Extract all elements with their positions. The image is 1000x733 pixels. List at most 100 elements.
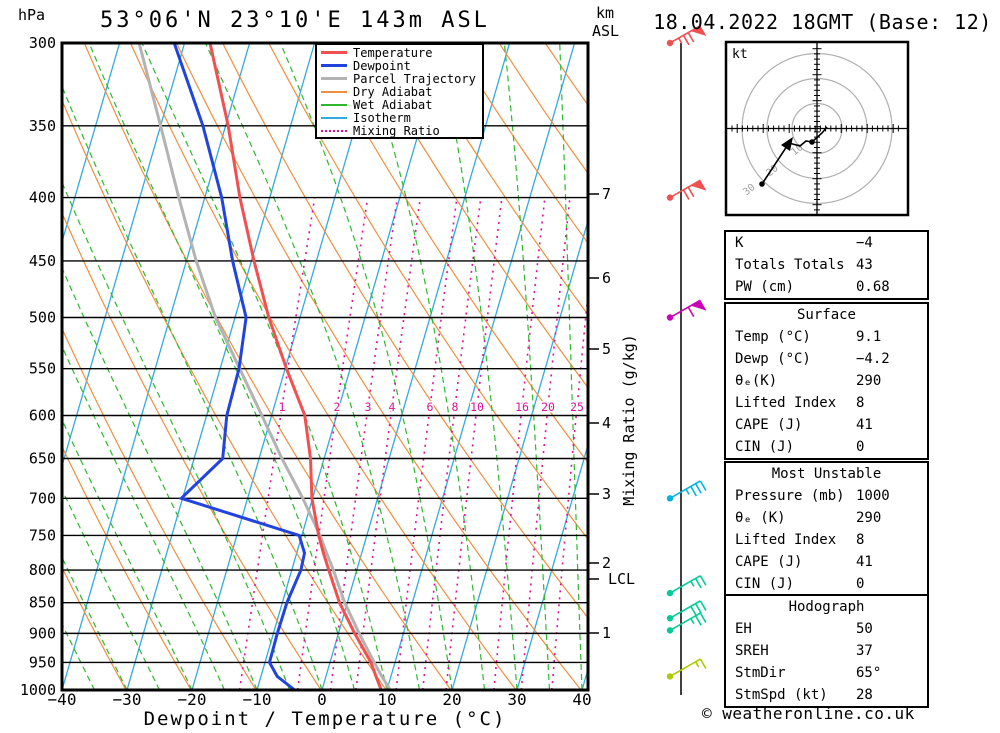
legend-item: Temperature xyxy=(321,46,482,60)
indices-table: Surface Temp (°C) 9.1 Dewp (°C) −4.2 θₑ(K) 290… xyxy=(724,302,929,460)
temp-tick-label: 40 xyxy=(572,690,591,709)
temperature-curve xyxy=(208,43,383,690)
wet-adiabat-line xyxy=(279,43,453,690)
wet-adiabat-line xyxy=(0,20,30,690)
pressure-tick-label: 850 xyxy=(29,594,56,612)
isotherm-line xyxy=(62,43,186,469)
wind-barb-feather xyxy=(699,600,707,611)
wind-barb xyxy=(666,299,707,321)
km-tick-label: 7 xyxy=(602,185,611,203)
table-row: CIN (J) 0 xyxy=(726,436,927,458)
wind-barb-feather xyxy=(687,32,695,43)
table-row: θₑ (K) 290 xyxy=(726,507,927,529)
wind-barb-feather xyxy=(694,578,702,589)
wind-barb-feather xyxy=(699,480,707,491)
table-row-value: 41 xyxy=(856,417,873,433)
wet-adiabat-line xyxy=(62,266,258,690)
hodograph-trace-end-dot xyxy=(759,181,765,187)
legend-box: Temperature Dewpoint Parcel Trajectory Dry … xyxy=(315,43,484,139)
wind-barb-shaft xyxy=(669,24,701,44)
wind-barb-shaft xyxy=(669,575,701,594)
sounding-profiles xyxy=(137,43,392,690)
wind-barb xyxy=(666,658,707,680)
table-row-label: Totals Totals xyxy=(735,257,845,273)
pressure-tick-label: 400 xyxy=(29,189,56,207)
wind-barb-feather xyxy=(690,580,695,587)
wind-barb-feather xyxy=(694,483,702,494)
table-row-value: 28 xyxy=(856,687,873,703)
station-title: 53°06'N 23°10'E 143m ASL xyxy=(100,8,490,33)
mixing-ratio-line xyxy=(421,197,482,690)
table-row-label: θₑ(K) xyxy=(735,373,778,389)
legend-line-sample xyxy=(321,64,347,67)
asl-unit-label: ASL xyxy=(592,22,620,40)
table-row-label: CIN (J) xyxy=(735,439,795,455)
wind-barb xyxy=(666,575,707,597)
wet-adiabat-line xyxy=(361,43,486,690)
mixing-ratio-line xyxy=(551,286,588,690)
wet-adiabat-line xyxy=(204,43,421,690)
table-row-value: 0 xyxy=(856,576,865,592)
pressure-tick-label: 500 xyxy=(29,309,56,327)
table-row-label: θₑ (K) xyxy=(735,510,786,526)
isotherm-line xyxy=(386,43,576,690)
mixing-ratio-value-label: 1 xyxy=(279,400,286,414)
table-row-label: Dewp (°C) xyxy=(735,351,811,367)
legend-line-sample xyxy=(321,51,347,54)
temp-tick-label: −40 xyxy=(48,690,77,709)
wind-barb-feather xyxy=(677,37,683,44)
wet-adiabat-line xyxy=(559,43,583,690)
km-tick-label: 6 xyxy=(602,269,611,287)
wind-barb xyxy=(666,612,707,634)
wind-barb-pennant xyxy=(690,180,707,191)
table-row-value: 9.1 xyxy=(856,329,882,345)
dry-adiabat-line xyxy=(62,566,127,690)
pressure-unit-label: hPa xyxy=(18,6,46,24)
table-row: Lifted Index 8 xyxy=(726,529,927,551)
wind-barb-feather xyxy=(687,186,695,198)
table-title: Hodograph xyxy=(788,599,865,615)
pressure-tick-label: 450 xyxy=(29,252,56,270)
table-row-value: 43 xyxy=(856,257,873,273)
temp-tick-label: −10 xyxy=(243,690,272,709)
table-row-label: Lifted Index xyxy=(735,532,837,548)
table-row-value: 0.68 xyxy=(856,279,890,295)
wet-adiabat-line xyxy=(62,488,161,690)
mixing-ratio-value-label: 3 xyxy=(365,400,372,414)
hodograph-trace-dot xyxy=(809,139,815,145)
wind-barb-feather xyxy=(690,618,695,625)
mixing-ratio-value-label: 6 xyxy=(427,400,434,414)
table-row-value: 0 xyxy=(856,439,865,455)
table-row-label: StmSpd (kt) xyxy=(735,687,828,703)
wind-barb-feather xyxy=(694,603,702,614)
wind-barb-shaft xyxy=(669,600,701,619)
table-row: θₑ(K) 290 xyxy=(726,370,927,392)
mixing-ratio-value-label: 2 xyxy=(334,400,341,414)
x-axis-label: Dewpoint / Temperature (°C) xyxy=(143,708,507,730)
wind-barb xyxy=(666,480,707,502)
wet-adiabat-line xyxy=(62,556,128,690)
table-row-label: SREH xyxy=(735,643,769,659)
table-row: StmSpd (kt) 28 xyxy=(726,684,927,706)
legend-line-sample xyxy=(321,103,347,106)
table-row-label: PW (cm) xyxy=(735,279,795,295)
table-row-value: 41 xyxy=(856,554,873,570)
table-row-label: CIN (J) xyxy=(735,576,795,592)
legend-item-label: Parcel Trajectory xyxy=(353,71,476,86)
km-tick-label: 1 xyxy=(602,624,611,642)
wind-barb-feather xyxy=(690,605,698,617)
table-row-label: Lifted Index xyxy=(735,395,837,411)
table-row: CIN (J) 0 xyxy=(726,573,927,595)
legend-line-sample xyxy=(321,90,347,93)
datetime-title: 18.04.2022 18GMT (Base: 12) xyxy=(653,10,992,34)
table-row: StmDir 65° xyxy=(726,662,927,684)
table-row-value: 50 xyxy=(856,621,873,637)
hodograph-trace-tail xyxy=(811,126,828,143)
isotherm-line xyxy=(516,442,588,690)
legend-item: Wet Adiabat xyxy=(321,98,482,112)
indices-table: Most Unstable Pressure (mb) 1000 θₑ (K) 290 L… xyxy=(724,461,929,597)
table-row-label: EH xyxy=(735,621,752,637)
hodograph-trace xyxy=(761,140,813,185)
table-row-value: 1000 xyxy=(856,488,890,504)
temp-tick-label: 0 xyxy=(317,690,327,709)
